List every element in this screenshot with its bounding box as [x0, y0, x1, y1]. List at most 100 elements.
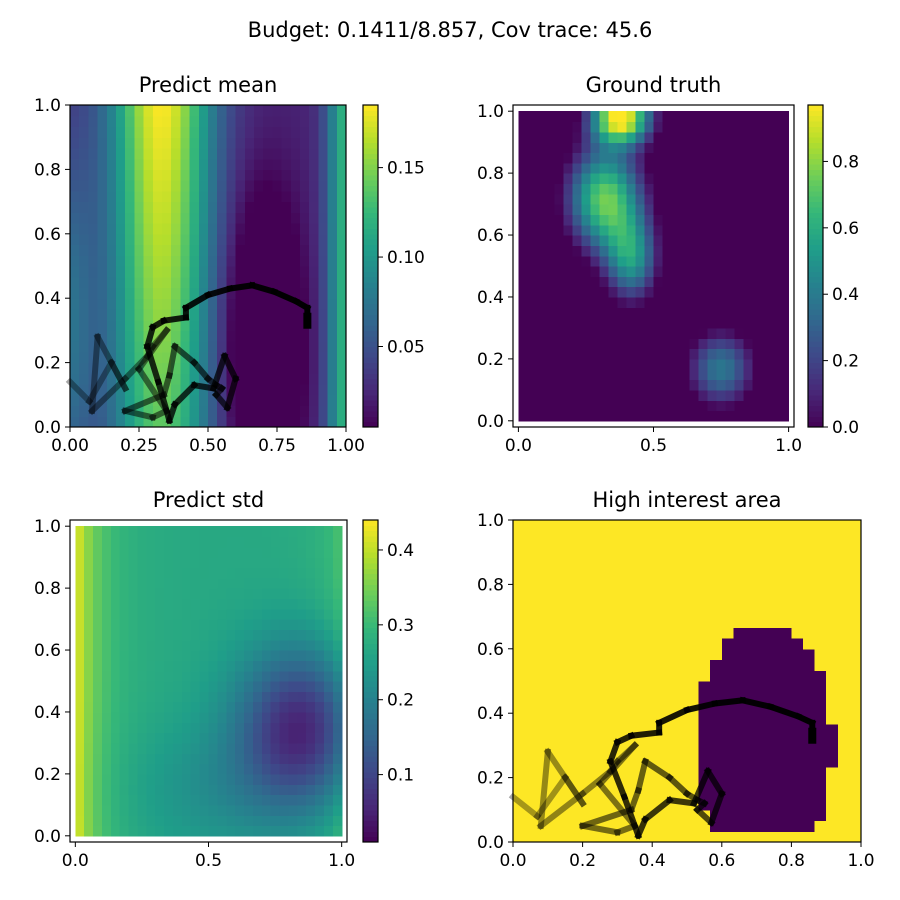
- heatmap-cell: [75, 639, 85, 651]
- heatmap-cell: [97, 180, 108, 192]
- heatmap-cell: [180, 212, 191, 224]
- heatmap-cell: [608, 379, 619, 391]
- heatmap-cell: [653, 121, 664, 133]
- heatmap-cell: [172, 722, 183, 734]
- heatmap-cell: [698, 173, 709, 185]
- heatmap-cell: [84, 753, 94, 765]
- heatmap-cell: [617, 410, 628, 422]
- heatmap-cell: [518, 131, 529, 143]
- heatmap-cell: [518, 193, 529, 205]
- heatmap-cell: [235, 598, 245, 610]
- heatmap-cell: [244, 577, 254, 589]
- heatmap-cell: [254, 190, 264, 203]
- heatmap-cell: [698, 121, 709, 133]
- heatmap-cell: [244, 287, 255, 299]
- heatmap-cell: [332, 608, 343, 620]
- heatmap-cell: [662, 327, 673, 339]
- heatmap-cell: [252, 536, 263, 548]
- heatmap-cell: [608, 358, 619, 370]
- colorbar-step: [808, 180, 823, 186]
- heatmap-cell: [116, 244, 126, 256]
- heatmap-cell: [84, 701, 94, 713]
- heatmap-cell: [547, 766, 560, 779]
- heatmap-cell: [143, 105, 154, 117]
- heatmap-cell: [779, 616, 792, 628]
- heatmap-cell: [125, 416, 135, 428]
- heatmap-cell: [524, 820, 537, 832]
- heatmap-cell: [626, 173, 637, 185]
- heatmap-cell: [315, 784, 325, 796]
- heatmap-cell: [626, 235, 637, 246]
- heatmap-cell: [281, 394, 292, 407]
- heatmap-cell: [527, 162, 538, 174]
- heatmap-cell: [198, 373, 209, 385]
- heatmap-cell: [582, 562, 595, 575]
- heatmap-cell: [261, 598, 272, 610]
- heatmap-cell: [745, 648, 758, 661]
- path-segment: [641, 795, 674, 824]
- heatmap-cell: [527, 111, 538, 123]
- colorbar-step: [363, 287, 378, 294]
- x-tick-label: 0.5: [640, 436, 667, 456]
- colorbar-step: [363, 611, 378, 618]
- heatmap-cell: [198, 169, 209, 181]
- heatmap-cell: [180, 394, 191, 407]
- heatmap-cell: [563, 307, 574, 319]
- path-segment: [93, 332, 130, 393]
- heatmap-cell: [281, 158, 292, 170]
- heatmap-cell: [635, 358, 646, 370]
- heatmap-cell: [119, 804, 130, 816]
- heatmap-cell: [252, 660, 263, 672]
- heatmap-cell: [770, 121, 781, 133]
- heatmap-cell: [689, 162, 700, 174]
- colorbar-step: [363, 400, 378, 407]
- heatmap-cell: [687, 595, 700, 607]
- heatmap-cell: [761, 183, 772, 195]
- heatmap-cell: [309, 180, 319, 192]
- heatmap-cell: [198, 158, 209, 170]
- heatmap-cell: [116, 373, 126, 385]
- heatmap-cell: [768, 638, 781, 650]
- heatmap-cell: [152, 244, 163, 256]
- heatmap-cell: [281, 180, 292, 192]
- heatmap-cell: [626, 389, 637, 401]
- heatmap-cell: [270, 557, 281, 569]
- heatmap-cell: [733, 584, 746, 596]
- heatmap-cell: [155, 825, 165, 837]
- heatmap-cell: [199, 588, 210, 600]
- heatmap-cell: [554, 296, 565, 308]
- heatmap-cell: [279, 825, 290, 837]
- heatmap-cell: [687, 820, 700, 832]
- y-tick-label: 1.0: [34, 517, 61, 537]
- heatmap-cell: [70, 105, 80, 117]
- heatmap-cell: [698, 584, 711, 596]
- heatmap-cell: [199, 650, 210, 661]
- heatmap-cell: [733, 573, 746, 585]
- heatmap-cell: [88, 298, 99, 310]
- heatmap-cell: [244, 147, 255, 160]
- heatmap-cell: [547, 659, 560, 671]
- heatmap-cell: [217, 557, 227, 569]
- heatmap-cell: [725, 121, 736, 133]
- colorbar-step: [363, 643, 378, 650]
- heatmap-cell: [743, 193, 754, 205]
- heatmap-cell: [208, 244, 218, 256]
- heatmap-cell: [155, 598, 165, 610]
- heatmap-cell: [518, 162, 529, 174]
- heatmap-cell: [300, 169, 310, 181]
- heatmap-cell: [171, 362, 181, 374]
- heatmap-cell: [327, 147, 338, 160]
- heatmap-cell: [189, 233, 200, 246]
- heatmap-cell: [644, 183, 655, 195]
- heatmap-cell: [571, 520, 584, 532]
- heatmap-cell: [563, 255, 574, 267]
- heatmap-cell: [93, 670, 103, 682]
- heatmap-cell: [725, 276, 736, 288]
- heatmap-cell: [680, 152, 691, 164]
- heatmap-cell: [155, 546, 165, 558]
- heatmap-cell: [290, 190, 301, 203]
- heatmap-cell: [146, 598, 156, 610]
- heatmap-cell: [745, 573, 758, 585]
- heatmap-cell: [172, 629, 183, 641]
- heatmap-cell: [527, 152, 538, 164]
